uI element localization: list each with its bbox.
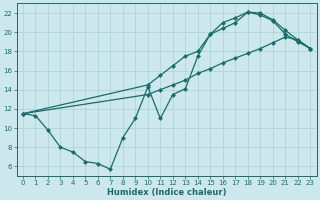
X-axis label: Humidex (Indice chaleur): Humidex (Indice chaleur) [107, 188, 226, 197]
